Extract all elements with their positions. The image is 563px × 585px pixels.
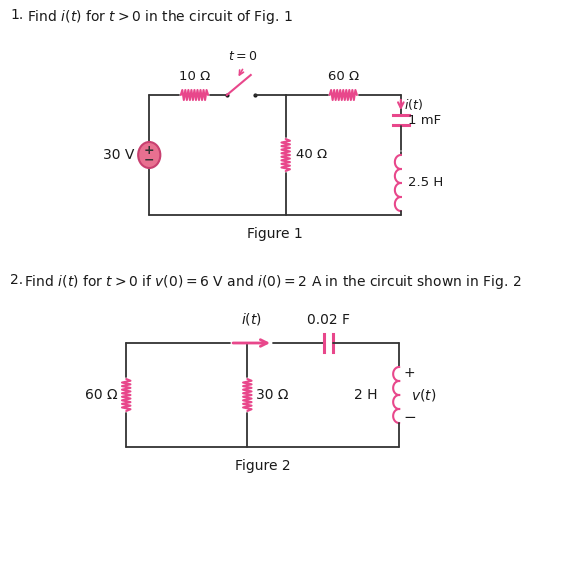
Text: 2.5 H: 2.5 H [408, 177, 443, 190]
Text: 1 mF: 1 mF [408, 113, 441, 126]
Text: Find $i(t)$ for $t > 0$ in the circuit of Fig. 1: Find $i(t)$ for $t > 0$ in the circuit o… [27, 8, 293, 26]
Text: 10 Ω: 10 Ω [179, 70, 210, 83]
Text: Find $i(t)$ for $t > 0$ if $v(0) = 6$ V and $i(0) = 2$ A in the circuit shown in: Find $i(t)$ for $t > 0$ if $v(0) = 6$ V … [24, 273, 521, 291]
Text: $t = 0$: $t = 0$ [227, 50, 257, 63]
Text: +: + [144, 144, 155, 157]
Text: 60 Ω: 60 Ω [85, 388, 118, 402]
Text: 2 H: 2 H [354, 388, 378, 402]
Circle shape [138, 142, 160, 168]
Text: $i(t)$: $i(t)$ [241, 311, 262, 327]
Text: 30 Ω: 30 Ω [256, 388, 288, 402]
Text: 1.: 1. [10, 8, 24, 22]
Text: Figure 2: Figure 2 [235, 459, 291, 473]
Text: $v(t)$: $v(t)$ [411, 387, 436, 403]
Text: +: + [404, 366, 415, 380]
Text: 60 Ω: 60 Ω [328, 70, 359, 83]
Text: 40 Ω: 40 Ω [296, 149, 327, 161]
Text: −: − [404, 410, 416, 425]
Text: 0.02 F: 0.02 F [307, 313, 350, 327]
Text: Figure 1: Figure 1 [247, 227, 303, 241]
Text: 2.: 2. [10, 273, 23, 287]
Text: −: − [144, 153, 154, 167]
Text: 30 V: 30 V [102, 148, 134, 162]
Text: $i(t)$: $i(t)$ [404, 98, 423, 112]
